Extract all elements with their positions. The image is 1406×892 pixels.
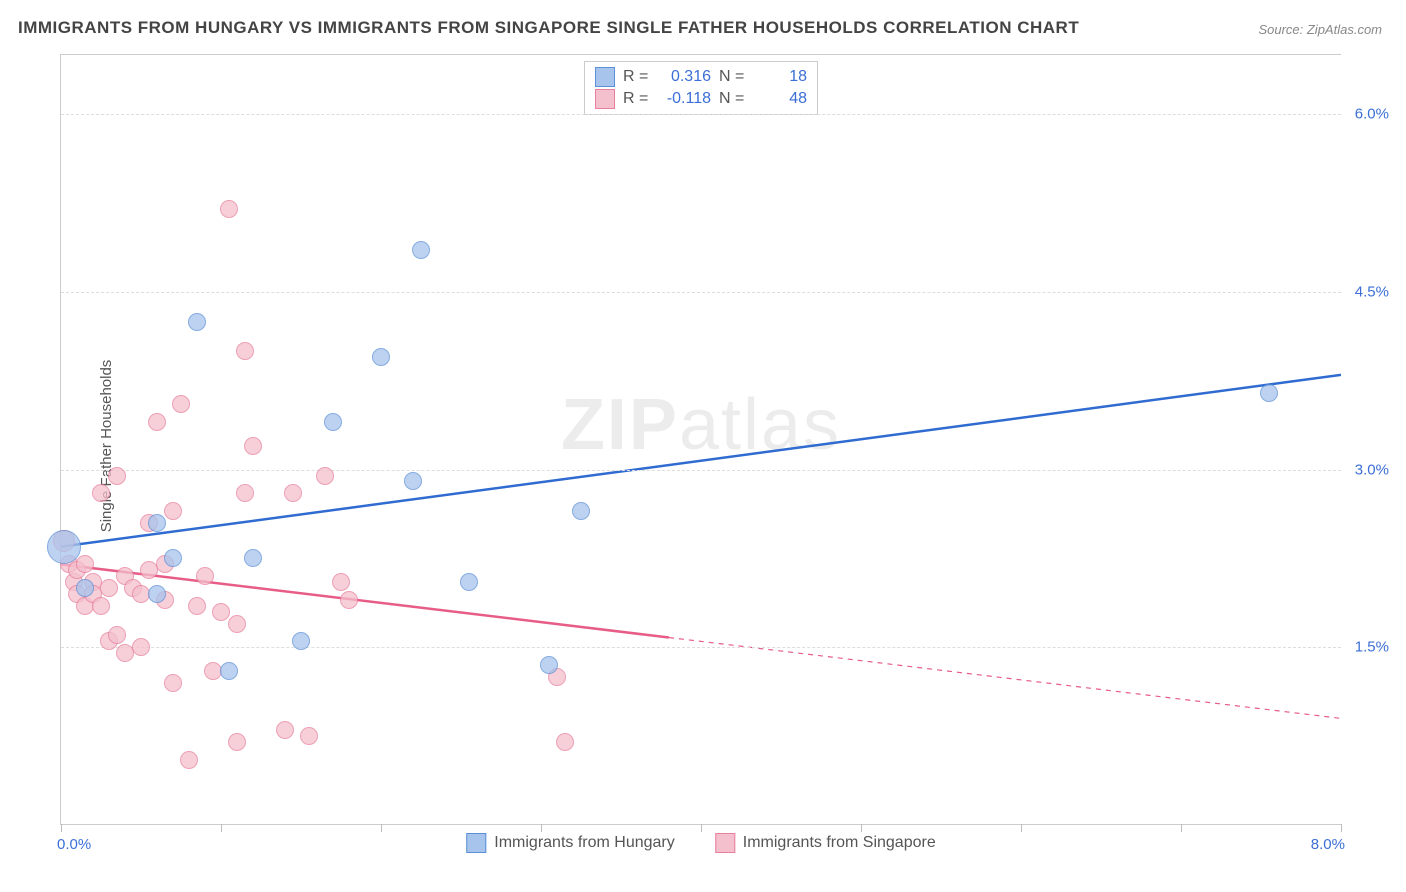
watermark: ZIPatlas xyxy=(561,384,841,466)
series-b-point xyxy=(212,603,230,621)
y-tick-label: 1.5% xyxy=(1355,639,1389,656)
series-b-point xyxy=(188,597,206,615)
series-b-point xyxy=(316,467,334,485)
series-b-point xyxy=(236,342,254,360)
series-b-point xyxy=(228,733,246,751)
watermark-bold: ZIP xyxy=(561,385,679,465)
swatch-a xyxy=(595,67,615,87)
series-b-point xyxy=(556,733,574,751)
swatch-b xyxy=(595,89,615,109)
stat-n-b: 48 xyxy=(755,88,807,110)
series-b-point xyxy=(284,484,302,502)
swatch-a-icon xyxy=(466,833,486,853)
legend-item-a: Immigrants from Hungary xyxy=(466,833,675,853)
series-a-point xyxy=(148,514,166,532)
series-a-point xyxy=(404,472,422,490)
y-tick-label: 4.5% xyxy=(1355,283,1389,300)
watermark-rest: atlas xyxy=(679,385,841,465)
series-b-point xyxy=(228,615,246,633)
series-a-point xyxy=(164,549,182,567)
series-b-point xyxy=(164,502,182,520)
series-b-point xyxy=(108,626,126,644)
y-tick-label: 3.0% xyxy=(1355,461,1389,478)
legend-label-a: Immigrants from Hungary xyxy=(494,834,675,852)
series-b-point xyxy=(100,579,118,597)
source-attribution: Source: ZipAtlas.com xyxy=(1258,22,1382,37)
swatch-b-icon xyxy=(715,833,735,853)
series-b-point xyxy=(244,437,262,455)
series-b-point xyxy=(276,721,294,739)
series-a-point xyxy=(412,241,430,259)
series-b-point xyxy=(164,674,182,692)
series-b-point xyxy=(76,555,94,573)
series-b-point xyxy=(220,200,238,218)
series-a-point xyxy=(76,579,94,597)
series-a-point xyxy=(47,530,81,564)
stat-n-label: N = xyxy=(719,88,747,110)
series-a-point xyxy=(188,313,206,331)
x-axis xyxy=(61,816,1341,825)
stat-r-b: -0.118 xyxy=(659,88,711,110)
series-b-point xyxy=(332,573,350,591)
gridline-h xyxy=(61,114,1341,115)
stat-r-a: 0.316 xyxy=(659,66,711,88)
legend-item-b: Immigrants from Singapore xyxy=(715,833,936,853)
series-a-point xyxy=(324,413,342,431)
series-a-point xyxy=(372,348,390,366)
series-b-point xyxy=(180,751,198,769)
series-a-point xyxy=(540,656,558,674)
series-a-point xyxy=(1260,384,1278,402)
series-b-point xyxy=(196,567,214,585)
legend-label-b: Immigrants from Singapore xyxy=(743,834,936,852)
stat-legend-row-b: R = -0.118 N = 48 xyxy=(595,88,807,110)
series-b-point xyxy=(148,413,166,431)
series-b-point xyxy=(108,467,126,485)
series-a-point xyxy=(244,549,262,567)
series-a-point xyxy=(148,585,166,603)
stat-r-label: R = xyxy=(623,66,651,88)
gridline-h xyxy=(61,470,1341,471)
series-b-point xyxy=(132,638,150,656)
series-b-point xyxy=(236,484,254,502)
stat-legend-row-a: R = 0.316 N = 18 xyxy=(595,66,807,88)
stat-n-label: N = xyxy=(719,66,747,88)
gridline-h xyxy=(61,647,1341,648)
stat-legend: R = 0.316 N = 18 R = -0.118 N = 48 xyxy=(584,61,818,115)
gridline-h xyxy=(61,292,1341,293)
x-tick-left: 0.0% xyxy=(57,836,91,853)
series-a-point xyxy=(572,502,590,520)
series-b-point xyxy=(340,591,358,609)
plot-area: ZIPatlas R = 0.316 N = 18 R = -0.118 N =… xyxy=(60,54,1341,825)
series-a-point xyxy=(460,573,478,591)
y-tick-label: 6.0% xyxy=(1355,106,1389,123)
series-a-point xyxy=(220,662,238,680)
series-b-point xyxy=(172,395,190,413)
series-a-point xyxy=(292,632,310,650)
bottom-legend: Immigrants from Hungary Immigrants from … xyxy=(466,833,935,853)
stat-n-a: 18 xyxy=(755,66,807,88)
stat-r-label: R = xyxy=(623,88,651,110)
series-b-point xyxy=(92,597,110,615)
series-b-point xyxy=(300,727,318,745)
chart-title: IMMIGRANTS FROM HUNGARY VS IMMIGRANTS FR… xyxy=(18,18,1079,38)
series-b-point xyxy=(92,484,110,502)
x-tick-right: 8.0% xyxy=(1311,836,1345,853)
